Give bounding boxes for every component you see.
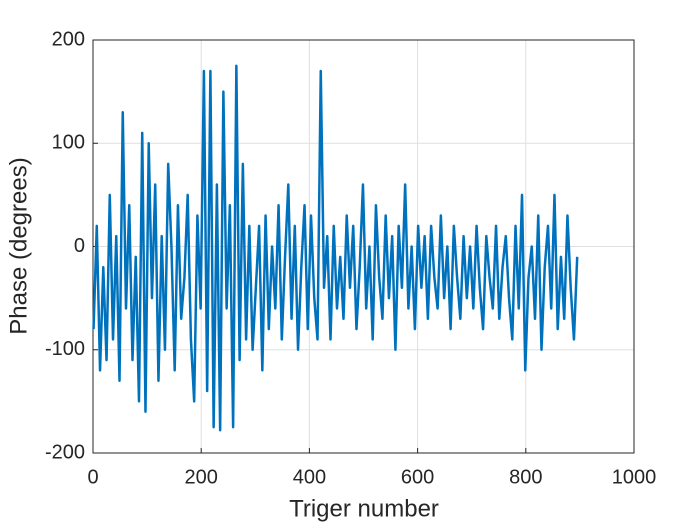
x-tick-label: 600	[401, 466, 434, 488]
x-tick-label: 200	[185, 466, 218, 488]
plot-frame	[92, 39, 635, 454]
x-axis-label: Triger number	[289, 495, 439, 522]
y-tick-label: 100	[52, 132, 85, 154]
x-tick-label: 400	[293, 466, 326, 488]
y-tick-label: -200	[45, 441, 85, 463]
y-tick-label: 200	[52, 28, 85, 50]
data-line	[92, 64, 579, 432]
x-tick-label: 0	[87, 466, 98, 488]
x-tick-label: 1000	[612, 466, 657, 488]
y-axis-label: Phase (degrees)	[5, 157, 32, 334]
y-tick-label: -100	[45, 338, 85, 360]
x-tick-label: 800	[509, 466, 542, 488]
y-tick-label: 0	[74, 235, 85, 257]
